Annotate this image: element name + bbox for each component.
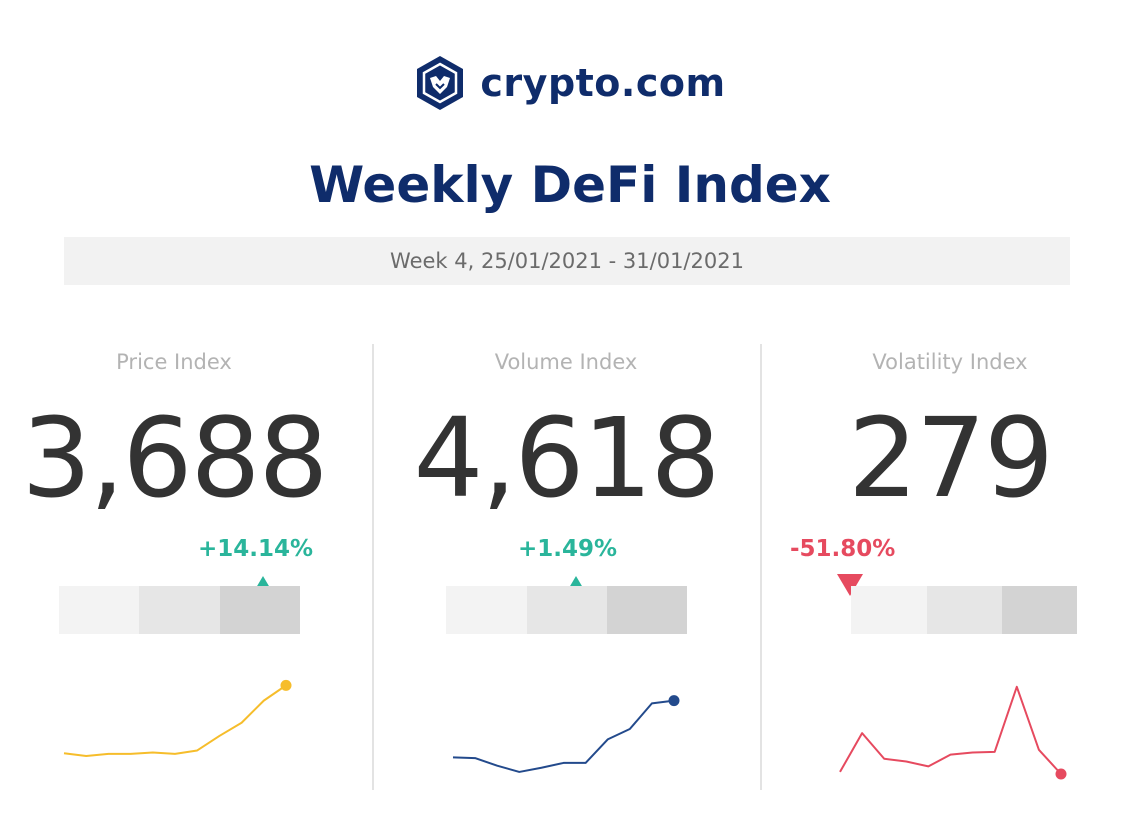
change-percent: +14.14% — [198, 536, 314, 562]
volume-index-panel: Volume Index 4,618 +1.49% — [376, 340, 756, 800]
gauge-segment-medium — [927, 586, 1002, 634]
page-title: Weekly DeFi Index — [309, 156, 831, 214]
gauge-segment-low — [851, 586, 927, 634]
gauge-segment-medium — [527, 586, 607, 634]
sparkline-endpoint — [1055, 768, 1067, 780]
index-value: 279 — [848, 394, 1054, 522]
level-gauge — [446, 586, 687, 634]
price-index-panel: Price Index 3,688 +14.14% — [0, 340, 364, 800]
column-divider — [372, 344, 374, 790]
index-value: 3,688 — [21, 394, 329, 522]
period-banner: Week 4, 25/01/2021 - 31/01/2021 — [64, 237, 1070, 285]
sparkline-series — [63, 684, 287, 757]
gauge-segment-medium — [139, 586, 220, 634]
gauge-segment-high — [607, 586, 687, 634]
level-gauge — [851, 586, 1077, 634]
gauge-segment-high — [220, 586, 300, 634]
level-gauge — [59, 586, 300, 634]
brand-name: crypto.com — [480, 61, 726, 105]
crypto-com-lion-shield-icon — [417, 56, 464, 110]
panel-label: Volume Index — [494, 350, 638, 374]
change-percent: -51.80% — [790, 536, 896, 562]
sparkline-endpoint — [668, 695, 680, 707]
panel-label: Volatility Index — [872, 350, 1028, 374]
brand-header: crypto.com — [0, 52, 1140, 114]
volatility-index-panel: Volatility Index 279 -51.80% — [760, 340, 1140, 800]
volatility-sparkline — [839, 685, 1067, 780]
volume-sparkline — [452, 695, 680, 773]
sparkline-endpoint — [280, 679, 292, 691]
sparkline-series — [452, 699, 675, 773]
gauge-segment-low — [446, 586, 527, 634]
change-percent: +1.49% — [518, 536, 618, 562]
price-sparkline — [63, 679, 292, 757]
gauge-segment-low — [59, 586, 139, 634]
column-divider — [760, 344, 762, 790]
sparkline-series — [839, 685, 1062, 775]
index-value: 4,618 — [413, 394, 721, 522]
gauge-segment-high — [1002, 586, 1077, 634]
panel-label: Price Index — [116, 350, 232, 374]
